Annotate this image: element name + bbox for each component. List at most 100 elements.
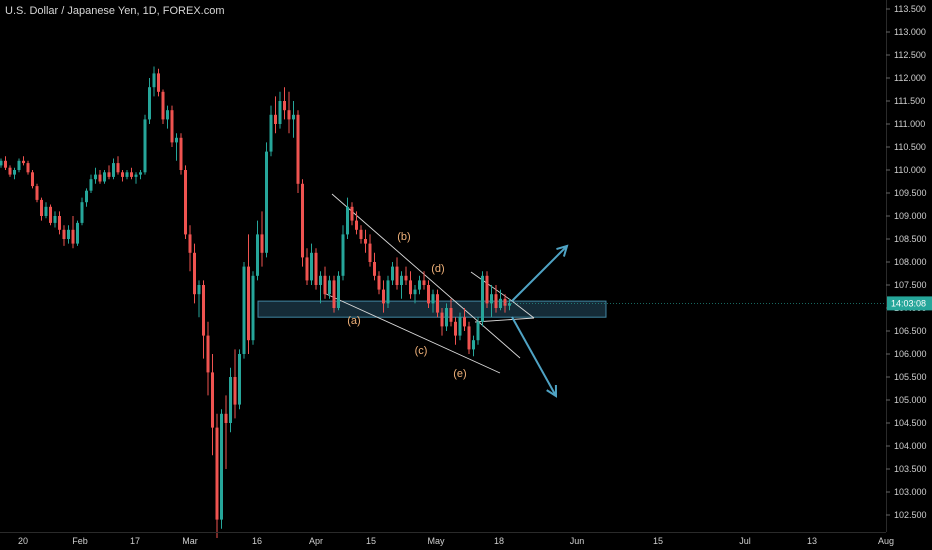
candle	[89, 174, 93, 193]
time-tick-label: 17	[130, 536, 140, 546]
candle-body	[112, 163, 115, 177]
current-price-tag: 14:03:08	[505, 296, 932, 311]
candle	[71, 216, 75, 249]
candle	[445, 303, 448, 331]
candle	[323, 266, 327, 299]
time-tick-label: Apr	[309, 536, 323, 546]
candle	[377, 271, 381, 295]
arrow-shaft	[511, 245, 568, 302]
candle	[17, 158, 21, 173]
candles	[0, 66, 511, 538]
trend-line	[511, 300, 535, 319]
candle	[148, 78, 151, 124]
candle-body	[341, 234, 345, 276]
bullish-arrow	[511, 244, 569, 302]
candle-body	[436, 294, 439, 313]
candle-body	[26, 163, 30, 173]
candle	[476, 317, 480, 345]
candle	[197, 280, 201, 318]
candle	[67, 225, 70, 244]
candle	[296, 110, 300, 193]
candle-body	[440, 312, 444, 327]
candle	[413, 285, 417, 304]
candle	[251, 271, 255, 345]
candle	[103, 170, 106, 184]
price-tick-label: 113.000	[894, 27, 926, 37]
candle-body	[233, 377, 237, 405]
candle	[269, 105, 273, 157]
candle	[274, 96, 277, 134]
candle	[184, 165, 187, 239]
candle	[125, 170, 129, 180]
wave-label: (d)	[431, 263, 444, 275]
candle	[508, 298, 511, 311]
price-tick-label: 113.500	[894, 4, 926, 14]
candle-body	[508, 303, 511, 306]
candle-body	[22, 160, 25, 164]
symbol-title[interactable]: U.S. Dollar / Japanese Yen, 1D, FOREX.co…	[5, 5, 225, 17]
arrow-head	[556, 244, 569, 257]
candle-body	[283, 101, 286, 111]
candle	[62, 225, 66, 246]
candle	[35, 183, 39, 203]
time-tick-label: Jun	[570, 536, 585, 546]
candle	[449, 298, 453, 327]
candle	[107, 165, 111, 180]
price-tick-label: 110.500	[894, 142, 926, 152]
candle	[175, 133, 178, 161]
price-tick-label: 112.000	[894, 73, 926, 83]
candle	[206, 321, 210, 396]
candle-body	[116, 163, 120, 173]
candle-body	[202, 285, 205, 336]
candle-body	[53, 216, 57, 223]
candle-body	[98, 174, 102, 182]
price-tick-label: 111.000	[894, 119, 925, 129]
time-axis[interactable]: 20 Feb 17 Mar 16 Apr 15 May 18 Jun 15 Jul 13 Aug	[18, 536, 894, 546]
candle-body	[107, 172, 111, 177]
candle	[31, 170, 34, 189]
time-tick-label: 16	[252, 536, 262, 546]
candle	[364, 229, 367, 253]
candle	[94, 167, 97, 184]
candle-body	[13, 170, 16, 175]
wave-labels: (a) (b) (c) (d) (e)	[347, 231, 466, 380]
candle	[481, 271, 484, 327]
bearish-arrow	[511, 316, 558, 398]
candle	[287, 91, 291, 134]
candle-body	[404, 275, 408, 281]
trend-line	[331, 193, 521, 359]
candle-body	[476, 321, 480, 341]
candle	[220, 409, 223, 529]
candle-body	[35, 186, 39, 200]
candle	[8, 165, 12, 177]
candle	[53, 211, 57, 228]
candle-body	[8, 167, 12, 175]
price-axis[interactable]: 113.500 113.000 112.500 112.000 111.500 111.0…	[0, 0, 927, 533]
price-tick-label: 109.000	[894, 211, 927, 221]
candle-body	[170, 110, 174, 143]
candle	[40, 197, 43, 221]
candle	[301, 179, 304, 267]
candle-body	[296, 114, 300, 184]
candle	[305, 248, 309, 285]
candle	[121, 170, 124, 182]
candle	[427, 280, 430, 308]
candle	[454, 317, 457, 345]
candle-body	[481, 275, 484, 322]
arrow-shaft	[511, 316, 557, 397]
candle-body	[418, 280, 421, 290]
candle	[112, 158, 115, 180]
candle	[85, 188, 88, 207]
candle	[391, 262, 394, 285]
candle-body	[499, 298, 502, 308]
candle	[116, 156, 120, 175]
price-tick-label: 105.000	[894, 395, 927, 405]
time-tick-label: 20	[18, 536, 28, 546]
candle	[265, 142, 268, 258]
candle	[463, 308, 466, 331]
candle	[310, 243, 313, 285]
candle-body	[103, 172, 106, 182]
candle	[22, 156, 25, 166]
candle-body	[206, 335, 210, 373]
